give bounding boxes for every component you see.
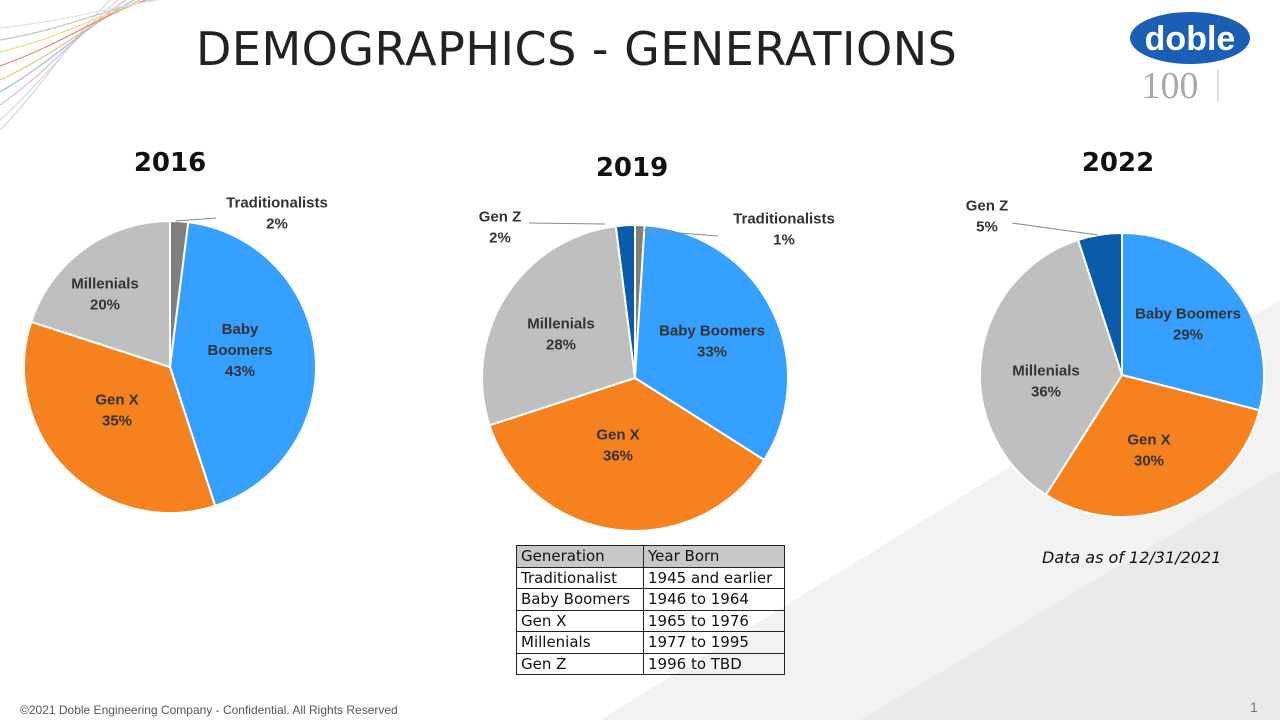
pie-slice-millenials <box>29 219 171 369</box>
data-label-name: Gen X <box>596 427 639 444</box>
data-label-name: Traditionalists <box>733 211 835 228</box>
logo-subtext: 100 <box>1142 65 1199 107</box>
data-label-value: 29% <box>1173 327 1203 344</box>
pie-chart-2016: Traditionalists 2% Baby Boomers 43% Gen X 35% M… <box>23 195 328 514</box>
generation-table: Generation Year Born Traditionalist 1945… <box>516 545 785 675</box>
data-label-name: Gen Z <box>966 198 1009 215</box>
data-label-value: 20% <box>90 297 120 314</box>
data-label-value: 2% <box>489 230 511 247</box>
pie-slice-millenials <box>481 225 637 427</box>
data-label-name: Millenials <box>527 316 595 333</box>
data-label-name: Millenials <box>1012 363 1080 380</box>
page-number: 1 <box>1250 699 1258 715</box>
data-label-name: Baby <box>222 321 259 338</box>
data-label-value: 33% <box>697 344 727 361</box>
data-label-name: Baby Boomers <box>659 323 765 340</box>
table-cell: Millenials <box>516 631 644 654</box>
leader-line <box>639 229 719 237</box>
data-label-name: Gen X <box>95 392 138 409</box>
data-label-name: Millenials <box>71 276 139 293</box>
chart-title-2022: 2022 <box>1081 148 1155 178</box>
pie-slice-millenials <box>979 238 1124 497</box>
table-cell: 1996 to TBD <box>643 652 785 675</box>
data-label-name: Boomers <box>207 342 272 359</box>
leader-line <box>1011 222 1099 236</box>
table-cell: Baby Boomers <box>516 588 644 611</box>
table-cell: Traditionalist <box>516 566 644 589</box>
table-row: Baby Boomers 1946 to 1964 <box>516 588 785 611</box>
table-cell: Gen X <box>516 609 644 632</box>
data-label-value: 36% <box>1031 384 1061 401</box>
table-row: Millenials 1977 to 1995 <box>516 631 785 654</box>
data-label-value: 36% <box>603 448 633 465</box>
pie-slice-baby-boomers <box>168 221 317 508</box>
pie-chart-2022: Baby Boomers 29% Gen X 30% Millenials 36% Gen … <box>966 198 1265 518</box>
chart-title-2016: 2016 <box>133 148 207 178</box>
table-row: Traditionalist 1945 and earlier <box>516 566 785 589</box>
pie-slice-gen-x <box>23 320 217 514</box>
data-as-of-note: Data as of 12/31/2021 <box>1042 548 1222 567</box>
leader-line <box>175 217 217 222</box>
table-cell: 1965 to 1976 <box>643 609 785 632</box>
table-row: Gen X 1965 to 1976 <box>516 609 785 632</box>
data-label-name: Gen X <box>1127 432 1170 449</box>
data-label-value: 5% <box>976 219 998 236</box>
table-cell: 1945 and earlier <box>643 566 785 589</box>
data-label-value: 35% <box>102 413 132 430</box>
table-row: Gen Z 1996 to TBD <box>516 652 785 675</box>
swoosh-graphic <box>0 0 159 131</box>
data-label-value: 2% <box>266 216 288 233</box>
data-label-name: Gen Z <box>479 209 522 226</box>
footer-copyright: ©2021 Doble Engineering Company - Confid… <box>20 703 398 717</box>
doble-logo: doble 100 <box>1130 12 1250 107</box>
data-label-value: 30% <box>1134 453 1164 470</box>
data-label-value: 43% <box>225 363 255 380</box>
pie-slice-baby-boomers <box>1121 231 1265 412</box>
chart-title-2019: 2019 <box>595 153 669 183</box>
table-header: Year Born <box>643 545 785 568</box>
pie-slice-gen-z <box>614 223 636 379</box>
table-cell: 1977 to 1995 <box>643 631 785 654</box>
pie-slice-gen-x <box>1044 373 1261 518</box>
data-label-name: Traditionalists <box>226 195 328 212</box>
pie-chart-2019: Traditionalists 1% Baby Boomers 33% Gen X 36%… <box>479 209 835 532</box>
data-label-name: Baby Boomers <box>1135 306 1241 323</box>
table-header: Generation <box>516 545 644 568</box>
leader-line <box>528 222 606 225</box>
pie-slice-gen-z <box>1076 231 1123 376</box>
pie-slice-gen-x <box>488 376 766 532</box>
page-title: DEMOGRAPHICS - GENERATIONS <box>196 22 958 76</box>
data-label-value: 1% <box>773 232 795 249</box>
table-cell: 1946 to 1964 <box>643 588 785 611</box>
logo-text: doble <box>1145 20 1236 58</box>
table-header-row: Generation Year Born <box>516 545 785 568</box>
table-cell: Gen Z <box>516 652 644 675</box>
data-label-value: 28% <box>546 337 576 354</box>
